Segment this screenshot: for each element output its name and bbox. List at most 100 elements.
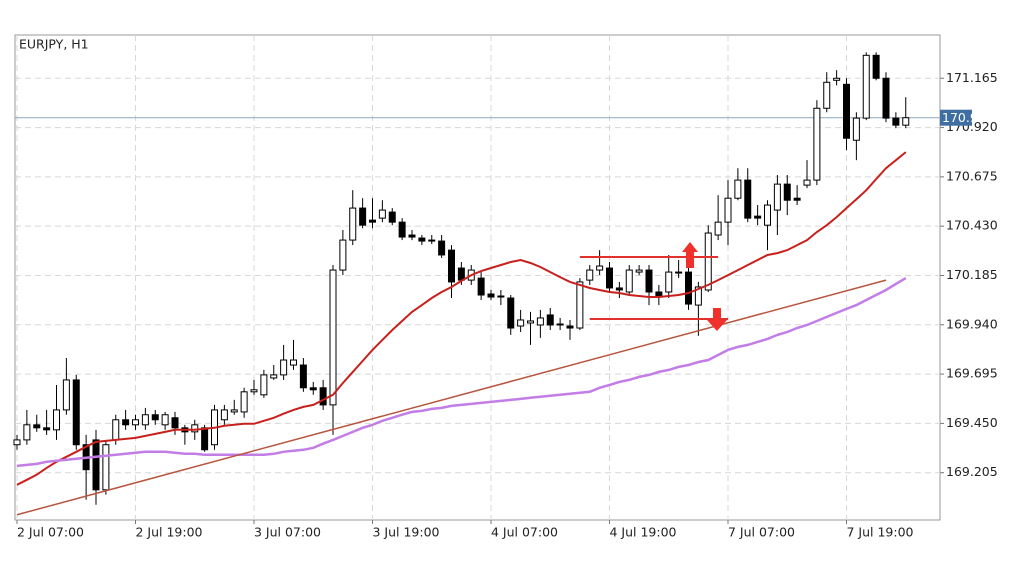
candle-body <box>220 409 228 421</box>
y-tick-label: 170.430 <box>946 218 998 233</box>
moving-average-line <box>16 151 907 486</box>
moving-average-line <box>16 277 907 468</box>
candle-body <box>477 277 485 296</box>
candle-body <box>349 207 357 241</box>
y-tick-label: 169.695 <box>946 366 998 381</box>
candle-body <box>260 374 268 396</box>
candle-body <box>250 389 258 393</box>
candle-body <box>161 414 169 426</box>
candle-body <box>566 325 574 329</box>
candle-body <box>309 387 317 391</box>
candle-body <box>378 209 386 219</box>
y-tick-label: 171.165 <box>946 70 998 85</box>
candle-body <box>793 197 801 201</box>
candle-body <box>102 444 110 491</box>
candle-body <box>606 267 613 289</box>
candle-body <box>773 183 781 211</box>
x-tick-label: 3 Jul 07:00 <box>254 525 321 540</box>
candle-body <box>72 379 80 446</box>
candle-body <box>369 219 376 223</box>
candle-body <box>803 179 811 186</box>
candle-body <box>299 364 307 389</box>
candle-body <box>132 419 139 426</box>
candle-body <box>13 439 21 446</box>
candle-body <box>329 269 337 406</box>
candle-body <box>112 419 120 441</box>
candle-body <box>201 427 209 451</box>
candle-body <box>546 314 554 326</box>
x-tick-label: 2 Jul 07:00 <box>17 525 84 540</box>
candle-body <box>240 391 248 413</box>
candle-body <box>536 317 544 326</box>
candle-body <box>398 221 406 238</box>
candle-body <box>290 359 297 366</box>
candle-body <box>685 271 692 305</box>
candle-body <box>843 83 850 139</box>
candle-body <box>734 179 742 199</box>
x-tick-label: 4 Jul 07:00 <box>491 525 558 540</box>
candle-body <box>704 232 712 291</box>
candle-body <box>53 409 60 431</box>
candle-body <box>823 81 831 109</box>
last-price-label: 170.969 <box>942 110 994 125</box>
candle-body <box>783 183 791 201</box>
candle-body <box>744 179 752 219</box>
y-tick-label: 169.450 <box>946 415 998 430</box>
candle-body <box>230 409 238 413</box>
candle-body <box>408 234 416 238</box>
candle-body <box>191 424 199 433</box>
x-tick-label: 2 Jul 19:00 <box>136 525 203 540</box>
candle-body <box>665 271 673 293</box>
candle-body <box>902 117 910 126</box>
candle-body <box>418 237 426 242</box>
candle-body <box>359 207 367 226</box>
plot-frame <box>14 34 941 521</box>
candle-body <box>171 417 179 429</box>
candle-body <box>625 269 633 293</box>
candle-body <box>487 293 495 298</box>
chart-title: EURJPY, H1 <box>19 37 89 52</box>
last-price-box <box>940 109 972 126</box>
candle-body <box>596 265 604 271</box>
candle-body <box>23 424 31 441</box>
candle-body <box>892 117 900 126</box>
candle-body <box>141 414 149 426</box>
y-tick-label: 170.185 <box>946 267 998 282</box>
candle-body <box>872 54 880 79</box>
candle-body <box>92 439 100 491</box>
candle-body <box>280 359 288 376</box>
candle-body <box>615 287 623 291</box>
candle-body <box>43 427 51 431</box>
candle-body <box>882 77 890 119</box>
y-tick-label: 169.940 <box>946 316 998 331</box>
candle-body <box>319 387 327 406</box>
candle-body <box>862 54 870 119</box>
candle-body <box>754 215 762 219</box>
candle-body <box>507 297 515 329</box>
candle-body <box>694 286 702 306</box>
candle-body <box>833 77 841 81</box>
candle-body <box>714 221 722 236</box>
candle-body <box>527 320 534 324</box>
down-arrow <box>707 308 727 331</box>
y-tick-label: 169.205 <box>946 464 998 479</box>
candle-body <box>556 323 564 326</box>
x-tick-label: 3 Jul 19:00 <box>373 525 440 540</box>
candle-body <box>724 197 732 223</box>
candle-body <box>764 204 771 226</box>
candle-body <box>497 295 505 298</box>
candle-body <box>122 419 130 426</box>
trendline <box>16 279 887 516</box>
candle-body <box>339 239 347 271</box>
candle-body <box>852 117 860 141</box>
candle-body <box>438 240 446 256</box>
x-tick-label: 4 Jul 19:00 <box>610 525 677 540</box>
candle-body <box>655 291 663 297</box>
candle-body <box>62 379 70 411</box>
x-tick-label: 7 Jul 07:00 <box>728 525 795 540</box>
candle-body <box>428 239 436 242</box>
candle-body <box>586 269 594 281</box>
candle-body <box>675 271 683 274</box>
